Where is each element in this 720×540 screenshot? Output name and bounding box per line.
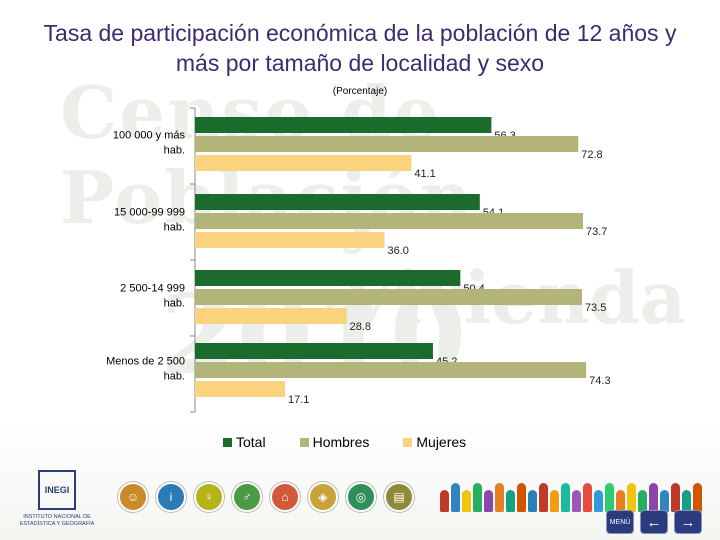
group-icon[interactable]: ♂ (232, 482, 262, 512)
legend-item-hombres: Hombres (299, 434, 370, 450)
person-figure-icon (682, 490, 691, 512)
person-figure-icon (462, 490, 471, 512)
inegi-logo-mark: INEGI (38, 470, 76, 510)
bar-mujeres (195, 308, 347, 324)
person-figure-icon (440, 490, 449, 512)
chart-subtitle: (Porcentaje) (332, 86, 388, 97)
globe-icon[interactable]: ◎ (346, 482, 376, 512)
person-figure-icon (550, 490, 559, 512)
person-figure-icon (484, 490, 493, 512)
house-icon[interactable]: ⌂ (270, 482, 300, 512)
chart-legend: Total Hombres Mujeres (223, 434, 466, 450)
person-figure-icon (693, 483, 702, 512)
person-figure-icon (660, 490, 669, 512)
menu-button[interactable]: MENÚ (606, 510, 634, 534)
person-figure-icon (506, 490, 515, 512)
bar-total (195, 117, 492, 133)
person-figure-icon (561, 483, 570, 512)
person-figure-icon (451, 483, 460, 512)
data-label: 41.1 (414, 168, 435, 180)
data-label: 73.7 (586, 226, 607, 238)
person-figure-icon (638, 490, 647, 512)
back-button[interactable]: ← (640, 510, 668, 534)
bar-hombres (195, 213, 583, 229)
legend-label: Hombres (312, 434, 370, 450)
category-label: 100 000 y más hab. (113, 130, 186, 157)
legend-label: Mujeres (416, 434, 467, 450)
family-icon[interactable]: ♀ (194, 482, 224, 512)
legend-item-total: Total (223, 434, 266, 450)
bar-total (195, 194, 480, 210)
person-figure-icon (605, 483, 614, 512)
data-label: 36.0 (388, 245, 409, 257)
data-label: 72.8 (581, 149, 602, 161)
person-figure-icon (572, 490, 581, 512)
legend-swatch (299, 437, 309, 447)
navigation-buttons: MENÚ ← → (606, 510, 702, 534)
data-label: 17.1 (288, 394, 309, 406)
inegi-logo[interactable]: INEGI INSTITUTO NACIONAL DE ESTADÍSTICA … (12, 470, 102, 528)
inegi-logo-caption: INSTITUTO NACIONAL DE ESTADÍSTICA Y GEOG… (19, 514, 95, 527)
section-icons: ☺ i ♀ ♂ ⌂ ◈ ◎ ▤ (118, 482, 414, 512)
data-label: 28.8 (350, 321, 371, 333)
person-figure-icon (616, 490, 625, 512)
book-icon[interactable]: ▤ (384, 482, 414, 512)
bar-total (195, 343, 433, 359)
data-label: 74.3 (589, 375, 610, 387)
bar-mujeres (195, 155, 412, 171)
category-label: 15 000-99 999 hab. (114, 207, 185, 234)
chart-title: Tasa de participación económica de la po… (43, 20, 677, 76)
person-figure-icon (649, 483, 658, 512)
data-label: 73.5 (585, 302, 606, 314)
category-label: Menos de 2 500 hab. (106, 356, 185, 383)
person-figure-icon (627, 483, 636, 512)
bar-hombres (195, 289, 582, 305)
legend-label: Total (236, 434, 266, 450)
map-icon[interactable]: ◈ (308, 482, 338, 512)
person-figure-icon (473, 483, 482, 512)
person-figure-icon (517, 483, 526, 512)
legend-item-mujeres: Mujeres (403, 434, 466, 450)
person-figure-icon (594, 490, 603, 512)
info-icon[interactable]: i (156, 482, 186, 512)
forward-button[interactable]: → (674, 510, 702, 534)
person-figure-icon (671, 483, 680, 512)
bar-hombres (195, 362, 587, 378)
legend-swatch (223, 437, 232, 447)
bar-hombres (195, 136, 579, 152)
person-figure-icon (539, 483, 548, 512)
bar-mujeres (195, 381, 286, 397)
person-figure-icon (528, 490, 537, 512)
person-figure-icon (495, 483, 504, 512)
bar-mujeres (195, 232, 385, 248)
person-figure-icon (583, 483, 592, 512)
legend-swatch (403, 437, 413, 447)
people-icon[interactable]: ☺ (118, 482, 148, 512)
people-banner (440, 472, 720, 512)
arrow-right-icon: → (680, 513, 696, 531)
category-label: 2 500-14 999 hab. (120, 283, 185, 310)
arrow-left-icon: ← (646, 513, 662, 531)
footer-bar: INEGI INSTITUTO NACIONAL DE ESTADÍSTICA … (0, 462, 720, 540)
bar-total (195, 270, 461, 286)
